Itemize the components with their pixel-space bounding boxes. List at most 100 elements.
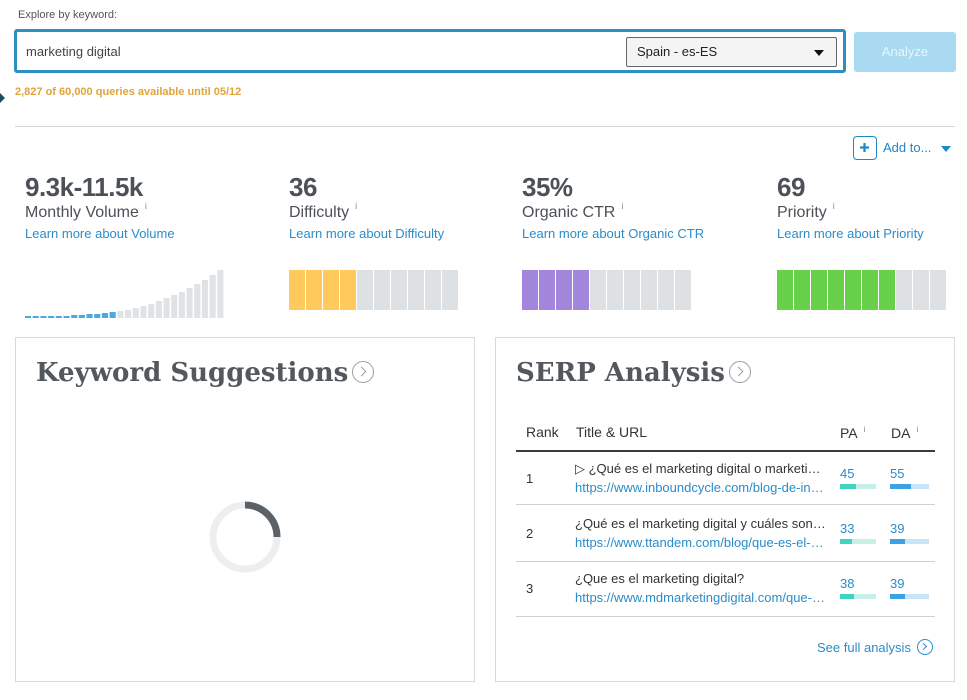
score-segment: [658, 270, 674, 310]
serp-analysis-card: SERP Analysis Rank Title & URL PA i DA i 1…: [495, 337, 955, 682]
info-icon[interactable]: i: [916, 425, 919, 435]
volume-trend-bar: [163, 298, 170, 318]
volume-trend-bar: [171, 295, 178, 318]
score-segment: [323, 270, 339, 310]
col-header-title-url: Title & URL: [576, 424, 648, 440]
score-segment: [845, 270, 861, 310]
volume-trend-bar: [101, 313, 108, 318]
volume-trend-bar: [109, 312, 116, 318]
pa-bar: [840, 484, 876, 489]
da-value: 39: [890, 576, 905, 591]
priority-learn-more-link[interactable]: Learn more about Priority: [777, 226, 924, 241]
score-fill: [840, 539, 852, 544]
see-full-analysis-link[interactable]: See full analysis: [817, 636, 933, 655]
ctr-label: Organic CTR i: [522, 201, 624, 221]
score-segment: [641, 270, 657, 310]
score-segment: [607, 270, 623, 310]
score-fill: [890, 484, 912, 489]
score-fill: [840, 594, 854, 599]
score-segment: [340, 270, 356, 310]
volume-trend-bar: [78, 315, 85, 318]
pa-bar: [840, 539, 876, 544]
volume-trend-bar: [194, 284, 201, 318]
volume-trend-bar: [186, 288, 193, 318]
divider: [15, 126, 955, 127]
da-value: 39: [890, 521, 905, 536]
volume-trend-bar: [94, 314, 101, 318]
queries-available-note: 2,827 of 60,000 queries available until …: [15, 86, 242, 98]
volume-trend-bar: [140, 306, 147, 318]
volume-trend-bar: [55, 316, 62, 318]
score-segment: [573, 270, 589, 310]
analyze-button[interactable]: Analyze: [854, 32, 956, 72]
rank-cell: 2: [526, 526, 534, 541]
chevron-right-icon: [916, 639, 933, 655]
difficulty-learn-more-link[interactable]: Learn more about Difficulty: [289, 226, 445, 241]
info-icon[interactable]: i: [144, 201, 147, 211]
score-segment: [442, 270, 458, 310]
result-title: ¿Que es el marketing digital?: [575, 571, 745, 586]
score-segment: [811, 270, 827, 310]
score-segment: [357, 270, 373, 310]
locale-select[interactable]: Spain - es-ES: [626, 37, 837, 67]
explore-label: Explore by keyword:: [18, 9, 118, 21]
volume-trend-bar: [117, 311, 124, 318]
volume-trend-bar: [155, 301, 162, 318]
volume-trend-bar: [40, 316, 47, 318]
score-segment: [879, 270, 895, 310]
metric-difficulty: 36 Difficulty i Learn more about Difficul…: [289, 172, 444, 241]
locale-select-value: Spain - es-ES: [637, 44, 718, 59]
score-segment: [539, 270, 555, 310]
score-fill: [890, 594, 906, 599]
difficulty-value: 36: [289, 172, 317, 202]
result-url-link[interactable]: https://www.mdmarketingdigital.com/que-e…: [575, 590, 827, 605]
rank-cell: 3: [526, 581, 534, 596]
score-segment: [930, 270, 946, 310]
score-segment: [913, 270, 929, 310]
info-icon[interactable]: i: [355, 201, 358, 211]
volume-trend-bar: [201, 280, 208, 318]
chevron-right-icon[interactable]: [352, 361, 375, 383]
da-bar: [890, 539, 929, 544]
result-title: ¿Qué es el marketing digital y cuáles so…: [575, 516, 827, 531]
score-segment: [374, 270, 390, 310]
score-segment: [289, 270, 305, 310]
score-segment: [306, 270, 322, 310]
result-url-link[interactable]: https://www.inboundcycle.com/blog-de-inb…: [575, 480, 827, 495]
info-icon[interactable]: i: [621, 201, 624, 211]
volume-value: 9.3k-11.5k: [25, 172, 143, 202]
keyword-search-box[interactable]: marketing digital Spain - es-ES: [14, 29, 846, 73]
chevron-right-icon[interactable]: [728, 361, 751, 383]
table-row: 1 ▷ ¿Qué es el marketing digital o marke…: [516, 450, 935, 505]
result-url-link[interactable]: https://www.ttandem.com/blog/que-es-el-m…: [575, 535, 827, 550]
col-header-pa: PA i: [840, 425, 866, 441]
volume-trend-bar: [48, 316, 55, 318]
score-segment: [556, 270, 572, 310]
difficulty-label: Difficulty i: [289, 201, 358, 221]
ctr-learn-more-link[interactable]: Learn more about Organic CTR: [522, 226, 705, 241]
volume-trend-bar: [148, 304, 155, 318]
add-to-label: Add to...: [883, 140, 932, 155]
score-segment: [862, 270, 878, 310]
score-segment: [522, 270, 538, 310]
table-row: 2 ¿Qué es el marketing digital y cuáles …: [516, 507, 935, 562]
col-header-rank: Rank: [526, 424, 559, 440]
keyword-input[interactable]: marketing digital: [26, 44, 121, 59]
rank-cell: 1: [526, 471, 534, 486]
volume-learn-more-link[interactable]: Learn more about Volume: [25, 226, 175, 241]
col-header-da: DA i: [891, 425, 919, 441]
caret-down-icon: [814, 50, 824, 56]
volume-label: Monthly Volume i: [25, 201, 147, 221]
score-segment: [624, 270, 640, 310]
metric-volume: 9.3k-11.5k Monthly Volume i Learn more ab…: [25, 172, 175, 241]
info-icon[interactable]: i: [863, 425, 866, 435]
score-segment: [675, 270, 691, 310]
score-segment: [391, 270, 407, 310]
serp-analysis-title: SERP Analysis: [516, 358, 751, 388]
volume-trend-bar: [209, 275, 216, 318]
score-segment: [590, 270, 606, 310]
difficulty-bar: [289, 270, 459, 310]
info-icon[interactable]: i: [832, 201, 835, 211]
collapse-marker-icon[interactable]: [0, 93, 5, 103]
volume-trend-bar: [32, 316, 39, 318]
